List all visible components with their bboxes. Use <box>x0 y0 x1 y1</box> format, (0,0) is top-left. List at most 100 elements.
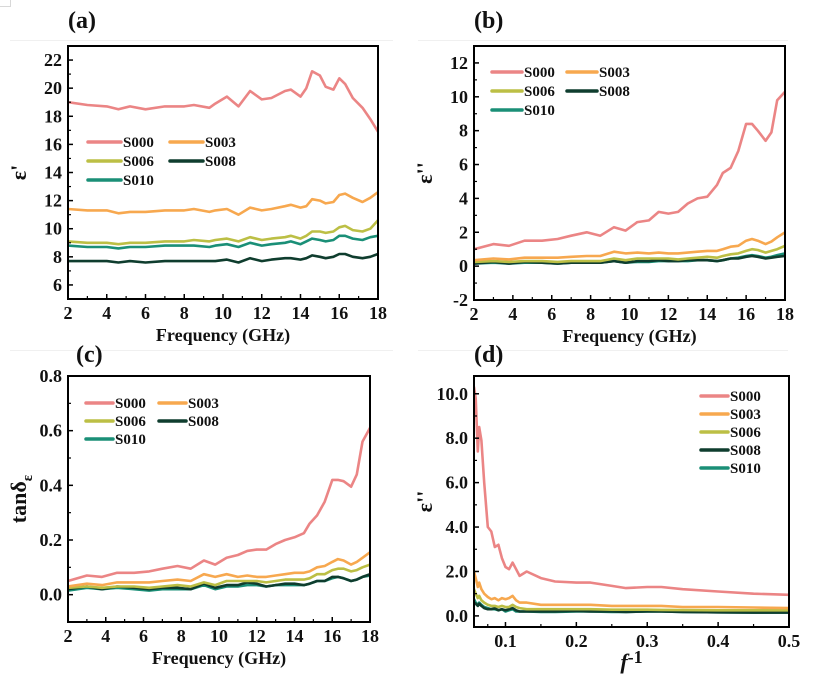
legend-item-s003: S003 <box>168 135 236 151</box>
series-line-s003 <box>68 190 378 216</box>
x-tick-label: 16 <box>737 304 755 324</box>
series-line-s006 <box>474 587 789 612</box>
y-axis-label: ε'' <box>412 491 437 513</box>
legend-item-s003: S003 <box>157 396 219 412</box>
x-tick-label: 6 <box>547 304 556 324</box>
panel-c: (c) 2 4 6 8 10 12 14 16 18 0.0 0.2 0.4 0.6 0.8 Frequenc… <box>6 342 379 669</box>
legend-item-s008: S008 <box>565 84 630 100</box>
x-tick-label: 12 <box>253 303 271 323</box>
x-tick-label: 4 <box>101 626 110 646</box>
legend-item-s006: S006 <box>490 84 555 100</box>
legend: S000 S003 S006 S008 S010 <box>490 65 630 119</box>
panel-divider <box>10 40 393 41</box>
legend-label: S000 <box>730 389 761 405</box>
x-tick-label: 14 <box>292 303 310 323</box>
y-tick-label: 2 <box>459 222 468 242</box>
corner-artifact <box>0 0 11 7</box>
series-line-s003 <box>68 550 370 588</box>
series-line-s000 <box>474 385 789 597</box>
series-line-s003 <box>474 231 785 262</box>
legend-label: S003 <box>205 135 236 151</box>
legend-label: S010 <box>524 103 555 119</box>
series-line-s010 <box>68 234 378 250</box>
legend-item-s006: S006 <box>699 425 761 441</box>
series-group <box>68 70 378 264</box>
y-tick-label: 4 <box>459 188 468 208</box>
x-tick-label: 8 <box>177 626 186 646</box>
panel-divider <box>418 350 788 351</box>
x-tick-label: 18 <box>369 303 387 323</box>
legend-label: S003 <box>730 407 761 423</box>
y-tick-label: 4.0 <box>446 517 469 537</box>
x-tick-label: 8 <box>180 303 189 323</box>
panel-a: (a) 2 4 6 8 10 12 14 16 18 6 8 10 12 14 16 18 20 22 Frequen… <box>6 8 387 346</box>
legend-item-s000: S000 <box>490 65 555 81</box>
y-tick-label: 12 <box>450 53 468 73</box>
x-tick-label: 10 <box>214 303 232 323</box>
y-axis-label: ε' <box>6 165 31 181</box>
x-axis-label: Frequency (GHz) <box>156 325 290 346</box>
x-tick-label: 2 <box>64 303 73 323</box>
y-tick-label: 0.8 <box>40 366 63 386</box>
y-tick-label: 0.2 <box>40 530 63 550</box>
y-tick-label: 16 <box>44 134 62 154</box>
y-axis-label: tanδε <box>6 474 36 523</box>
x-tick-label: 10 <box>210 626 228 646</box>
legend-item-s010: S010 <box>699 461 761 477</box>
legend-label: S006 <box>123 154 154 170</box>
legend-label: S008 <box>188 414 219 430</box>
x-tick-label: 10 <box>621 304 639 324</box>
series-line-s003 <box>474 570 789 610</box>
legend-item-s006: S006 <box>84 414 146 430</box>
x-tick-label: 16 <box>330 303 348 323</box>
y-tick-label: 0.0 <box>446 606 469 626</box>
x-tick-label: 0.3 <box>636 631 659 651</box>
legend-label: S000 <box>115 396 146 412</box>
y-tick-label: 0.0 <box>40 585 63 605</box>
series-line-s008 <box>68 252 378 264</box>
x-tick-label: 4 <box>102 303 111 323</box>
legend: S000 S003 S006 S008 S010 <box>84 396 219 448</box>
legend-item-s006: S006 <box>86 154 154 170</box>
panel-label: (d) <box>474 342 503 368</box>
legend-item-s008: S008 <box>699 443 761 459</box>
legend-item-s010: S010 <box>490 103 555 119</box>
x-tick-label: 18 <box>776 304 794 324</box>
x-tick-label: 0.1 <box>494 631 517 651</box>
x-axis-label: Frequency (GHz) <box>562 326 696 347</box>
x-tick-label: 14 <box>286 626 304 646</box>
panel-label: (b) <box>474 8 503 34</box>
legend-label: S010 <box>123 173 154 189</box>
series-line-s006 <box>68 219 378 246</box>
y-tick-label: 0 <box>459 256 468 276</box>
legend-label: S008 <box>205 154 236 170</box>
x-tick-label: 14 <box>698 304 716 324</box>
series-line-s006 <box>474 244 785 264</box>
y-tick-label: 6.0 <box>446 473 469 493</box>
x-axis-label: f-1 <box>620 647 642 674</box>
series-group <box>474 90 785 265</box>
x-tick-label: 18 <box>361 626 379 646</box>
y-tick-label: 6 <box>53 275 62 295</box>
series-line-s008 <box>474 254 785 265</box>
legend-label: S006 <box>730 425 761 441</box>
legend-label: S003 <box>188 396 219 412</box>
x-tick-label: 0.4 <box>707 631 730 651</box>
plot-frame <box>473 375 790 628</box>
y-tick-label: 10 <box>44 219 62 239</box>
legend-item-s008: S008 <box>157 414 219 430</box>
legend-label: S003 <box>599 65 630 81</box>
y-tick-label: 14 <box>44 163 62 183</box>
y-tick-label: 10 <box>450 87 468 107</box>
series-line-s000 <box>68 426 370 583</box>
y-tick-label: 20 <box>44 78 62 98</box>
series-line-s006 <box>68 563 370 590</box>
legend-item-s008: S008 <box>168 154 236 170</box>
series-line-s008 <box>68 572 370 591</box>
y-tick-label: 12 <box>44 191 62 211</box>
y-tick-label: 22 <box>44 50 62 70</box>
y-tick-label: 2.0 <box>446 561 469 581</box>
legend-label: S010 <box>730 461 761 477</box>
y-tick-label: 6 <box>459 155 468 175</box>
